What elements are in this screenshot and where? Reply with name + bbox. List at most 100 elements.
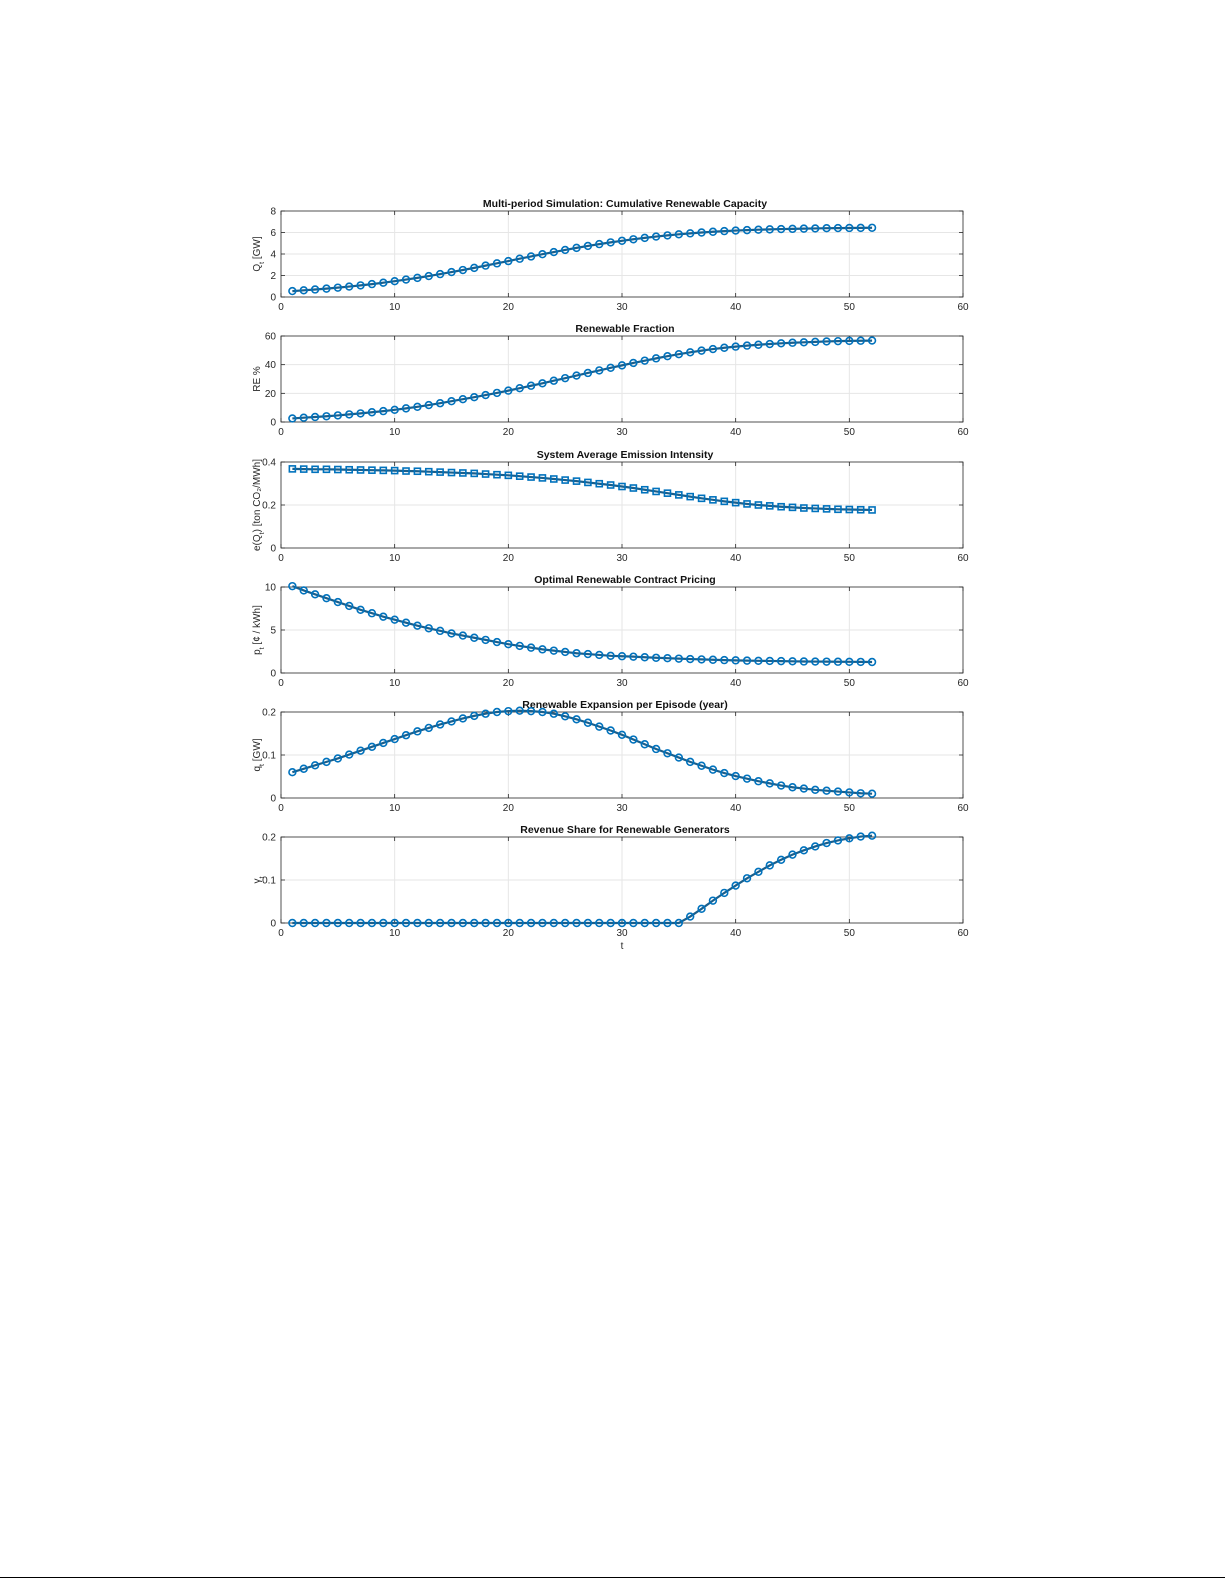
data-point	[845, 223, 854, 233]
data-point	[424, 271, 433, 281]
y-tick-label: 0.4	[262, 458, 276, 469]
x-tick-label: 0	[278, 427, 284, 438]
subplot-3: 0 10 20 30 40 50 60 0 0.2 0.4 System Average Emiss…	[252, 449, 969, 564]
data-point	[777, 502, 785, 511]
data-point	[675, 491, 683, 499]
subplot-1: 0 10 20 30 40 50 60 0 2 4 6 8 Multi-period Simulatio…	[252, 198, 969, 313]
data-point	[640, 918, 649, 928]
data-point	[515, 706, 524, 715]
data-point	[697, 494, 706, 503]
data-point	[379, 918, 388, 928]
x-tick-label: 60	[957, 302, 969, 313]
data-point	[504, 918, 513, 928]
data-point	[685, 229, 695, 238]
x-tick-label: 40	[730, 803, 742, 814]
data-point	[367, 742, 377, 752]
data-point	[788, 338, 797, 347]
y-tick-label: 0	[270, 293, 276, 304]
data-point	[538, 379, 547, 388]
y-axis-label: e(Qt) [ton CO₂/MWh]	[252, 459, 266, 551]
data-point	[334, 465, 342, 474]
data-point	[299, 586, 308, 595]
data-point	[515, 383, 524, 393]
data-point	[356, 409, 365, 418]
x-tick-label: 40	[730, 427, 742, 438]
data-point	[401, 618, 411, 627]
data-point	[845, 834, 854, 843]
data-point	[788, 657, 797, 666]
data-point	[811, 504, 820, 513]
data-point	[663, 918, 672, 928]
data-point	[345, 465, 354, 474]
data-point	[572, 649, 581, 658]
x-tick-label: 10	[389, 678, 401, 689]
data-point	[708, 227, 718, 236]
data-point	[617, 236, 627, 245]
data-point	[492, 259, 502, 268]
data-point	[720, 497, 729, 506]
data-point	[629, 652, 638, 661]
data-point	[606, 726, 615, 735]
data-point	[867, 789, 877, 798]
data-point	[811, 224, 820, 233]
y-tick-label: 8	[270, 207, 276, 218]
data-point	[413, 402, 422, 412]
data-point	[561, 476, 569, 484]
data-point	[799, 846, 809, 855]
data-point	[572, 371, 581, 380]
data-point	[629, 735, 638, 744]
data-point	[754, 501, 763, 509]
data-point	[379, 278, 388, 287]
data-point	[731, 881, 740, 890]
data-point	[367, 279, 377, 289]
data-point	[583, 241, 593, 251]
data-point	[822, 224, 831, 233]
data-point	[447, 397, 456, 406]
data-point	[617, 918, 627, 928]
data-point	[617, 361, 627, 370]
data-point	[401, 918, 411, 928]
data-point	[800, 504, 808, 512]
x-tick-label: 30	[616, 427, 628, 438]
data-point	[401, 275, 411, 284]
data-point	[345, 282, 354, 291]
subplot-6: 0 10 20 30 40 50 60 0 0.1 0.2 Revenue Share for Re…	[252, 824, 969, 952]
data-point	[527, 473, 535, 481]
data-point	[470, 633, 479, 642]
series-line	[291, 585, 873, 664]
data-point	[651, 653, 661, 662]
data-point	[799, 657, 809, 666]
data-point	[765, 502, 774, 510]
data-point	[481, 470, 490, 478]
data-point	[322, 284, 331, 293]
data-point	[629, 918, 638, 928]
data-point	[549, 646, 558, 655]
x-tick-label: 10	[389, 803, 401, 814]
data-point	[697, 655, 706, 664]
data-point	[470, 711, 479, 721]
data-point	[549, 475, 558, 483]
data-point	[560, 918, 570, 928]
data-point	[845, 336, 854, 346]
data-point	[697, 904, 706, 914]
data-point	[867, 831, 877, 840]
y-tick-label: 0.2	[262, 501, 276, 512]
x-tick-label: 0	[278, 928, 284, 939]
data-point	[720, 768, 729, 778]
data-point	[720, 226, 729, 236]
x-tick-label: 0	[278, 553, 284, 564]
data-point	[686, 492, 695, 501]
data-point	[788, 783, 797, 792]
data-point	[515, 472, 524, 480]
data-point	[481, 918, 490, 928]
data-point	[868, 506, 876, 514]
data-point	[379, 612, 388, 621]
data-point	[458, 714, 468, 723]
data-point	[458, 918, 468, 928]
x-tick-label: 20	[503, 302, 515, 313]
data-point	[549, 709, 558, 718]
data-point	[345, 918, 354, 928]
data-point	[356, 466, 365, 474]
data-point	[413, 621, 422, 630]
y-axis-label: qt [GW]	[252, 738, 266, 771]
